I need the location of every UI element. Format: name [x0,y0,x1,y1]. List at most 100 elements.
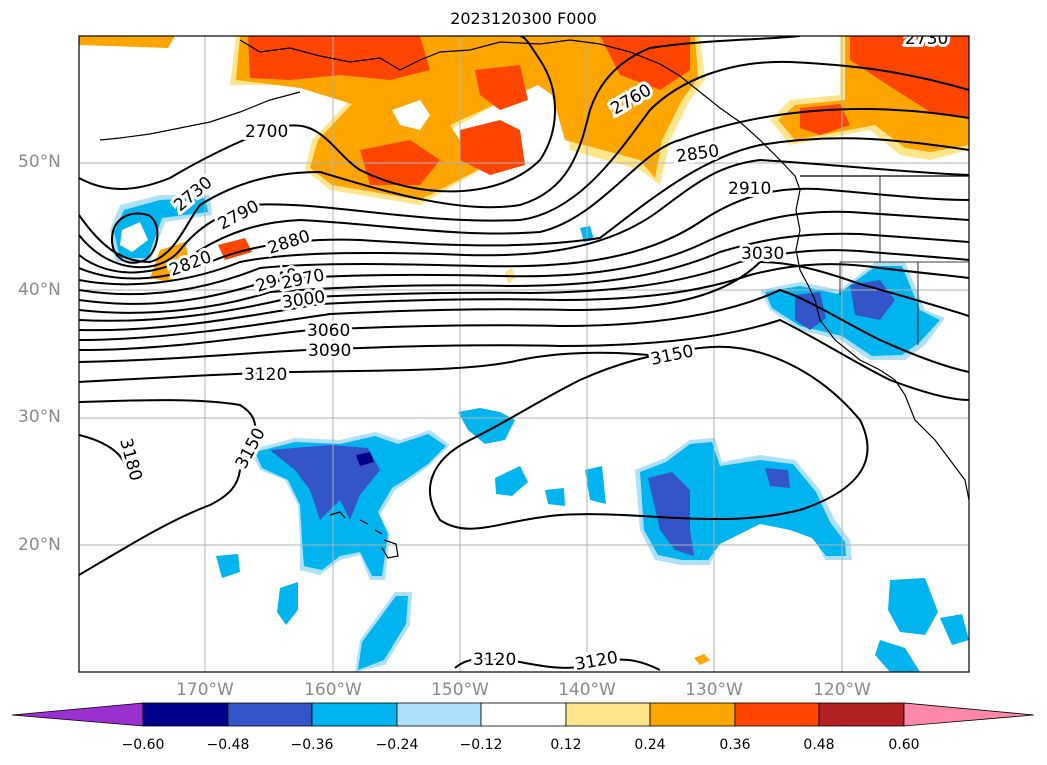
contour-2850 [79,158,969,286]
colorbar-segment [227,702,313,727]
graticule [79,36,969,672]
contour-label: 3090 [308,341,351,361]
shading-north-red-2 [475,65,528,110]
shading-ca-blue [795,292,826,330]
shading-north-red-3 [460,120,525,175]
shading-nw-orange [79,36,175,48]
coastline-bc [794,175,809,286]
lon-label-140w: 140°W [558,680,616,700]
colorbar-under-arrow [11,702,144,727]
colorbar-segment [480,702,567,727]
shading-c-blue [270,445,380,520]
colorbar-tick-label: 0.12 [550,737,582,753]
colorbar-tick-label: 0.48 [803,737,835,753]
contour-label: 3120 [244,365,287,385]
contour-3000 [79,263,969,332]
colorbar-over-arrow [903,702,1035,727]
contour-2700 [79,36,556,193]
colorbar-segment [311,702,398,727]
contour-label: 3120 [473,650,516,670]
coastline-alaska [239,39,796,177]
colorbar-segment [734,702,820,727]
lon-label-130w: 130°W [685,680,743,700]
contour-label: 2910 [728,179,771,199]
contour-3060 [79,288,969,373]
lat-label-30n: 30°N [18,407,61,427]
colorbar-segment [142,702,229,727]
colorbar-tick-label: −0.60 [121,737,165,753]
contour-label: 2700 [245,122,288,142]
shading-hole [392,100,430,130]
shading-s-cyan-1 [358,596,408,670]
plot-frame [78,35,970,673]
shading-s-cyan-9 [940,614,969,645]
contour-2790 [79,108,969,274]
coastline-hawaii [329,511,399,559]
colorbar-segment [396,702,482,727]
shading-ca-cyan [765,266,940,356]
coastline-aleutians [99,91,301,141]
colorbar-tick-label: 0.36 [719,737,751,753]
contour-2970 [79,249,969,322]
lat-label-50n: 50°N [18,152,61,172]
shading-w-red [218,238,252,260]
contour-2880 [79,187,969,296]
height-contours [79,36,969,671]
negative-anomaly-shading [110,195,969,672]
colorbar [11,702,1035,727]
contour-3120-s [454,657,661,671]
shading-small-orange [694,654,710,665]
shading-s-cyan-7 [585,466,606,504]
contour-3150-w [79,469,241,576]
colorbar-tick-label: 0.60 [888,737,920,753]
shading-c-navy [356,452,374,466]
colorbar-tick-label: −0.36 [290,737,334,753]
contour-3150 [79,345,869,530]
shading-e-cyan [640,442,846,560]
coastlines [99,39,969,559]
contour-label: 2730 [905,29,948,49]
contour-3030 [79,260,969,341]
shading-north-orange [236,36,698,200]
colorbar-tick-label: −0.48 [206,737,250,753]
lon-label-160w: 160°W [304,680,362,700]
contour-2820 [79,137,969,280]
coastline-california [807,284,969,501]
colorbar-segment [649,702,736,727]
contour-3090 [79,318,969,401]
shading-s-cyan-10 [875,640,920,672]
shading-s-cyan-3 [216,554,240,578]
shading-w-cyan-hole [120,222,148,252]
shading-s-cyan-8 [888,578,938,635]
state-borders [839,176,969,345]
colorbar-tick-label: 0.24 [634,737,666,753]
shading-s-cyan-6 [545,488,565,506]
lon-label-150w: 150°W [431,680,489,700]
shading-ne-red [850,36,969,118]
contour-2910 [79,210,969,305]
shading-e-blue-2 [765,468,790,488]
contour-2760 [79,60,969,269]
colorbar-tick-label: −0.12 [459,737,503,753]
colorbar-segment [818,702,905,727]
shading-e-blue [648,472,694,556]
contour-2940 [79,232,969,314]
contour-low-center [110,212,159,264]
lat-label-20n: 20°N [18,535,61,555]
lon-label-170w: 170°W [176,680,234,700]
map-title: 2023120300 F000 [450,9,597,28]
colorbar-segment [565,702,651,727]
contour-label: 3060 [307,321,350,341]
lat-label-40n: 40°N [18,280,61,300]
shading-s-cyan-4 [458,408,515,444]
contour-3180 [79,434,126,466]
shading-north-red [248,36,430,80]
contour-2730 [79,36,801,264]
shading-s-cyan-5 [495,466,528,496]
contour-3120 [79,351,661,383]
contour-label: 3030 [741,244,784,264]
shading-s-cyan-2 [277,582,298,625]
colorbar-tick-label: −0.24 [375,737,419,753]
